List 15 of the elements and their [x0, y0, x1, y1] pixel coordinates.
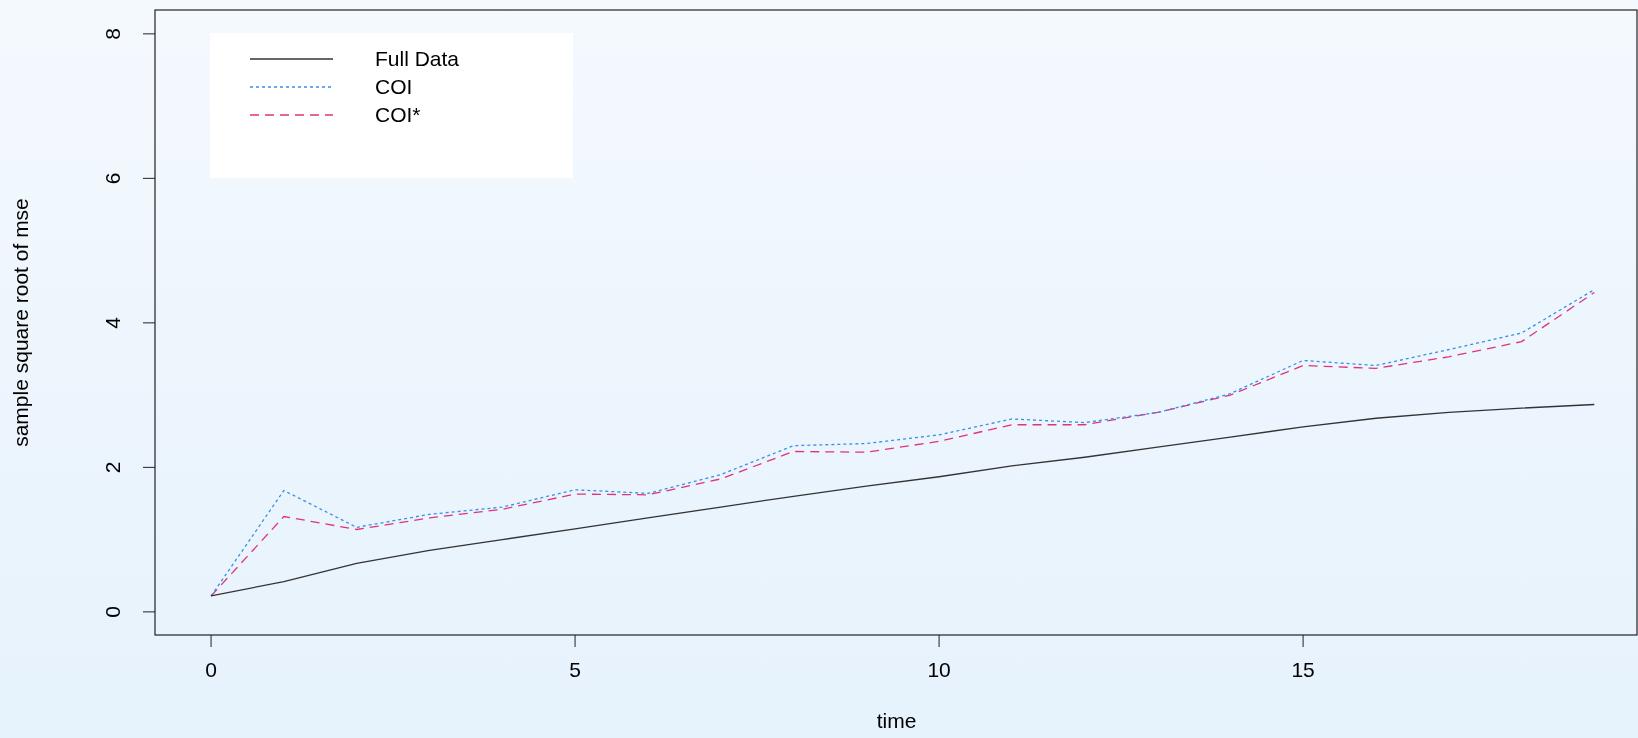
legend-label: COI*: [375, 103, 421, 127]
y-axis-title: sample square root of mse: [9, 198, 32, 447]
x-axis-title: time: [876, 709, 917, 732]
y-tick-label: 8: [101, 28, 125, 40]
x-tick-label: 0: [205, 658, 217, 681]
x-tick-label: 10: [927, 658, 951, 681]
x-tick-label: 5: [569, 658, 581, 681]
y-tick-label: 4: [101, 316, 125, 329]
legend-label: COI: [375, 75, 413, 99]
x-tick-label: 15: [1291, 658, 1315, 681]
y-tick-label: 0: [101, 606, 125, 618]
y-tick-label: 6: [101, 172, 125, 185]
line-series: [210, 403, 1595, 597]
y-tick-label: 2: [101, 461, 125, 474]
legend-label: Full Data: [375, 47, 460, 71]
